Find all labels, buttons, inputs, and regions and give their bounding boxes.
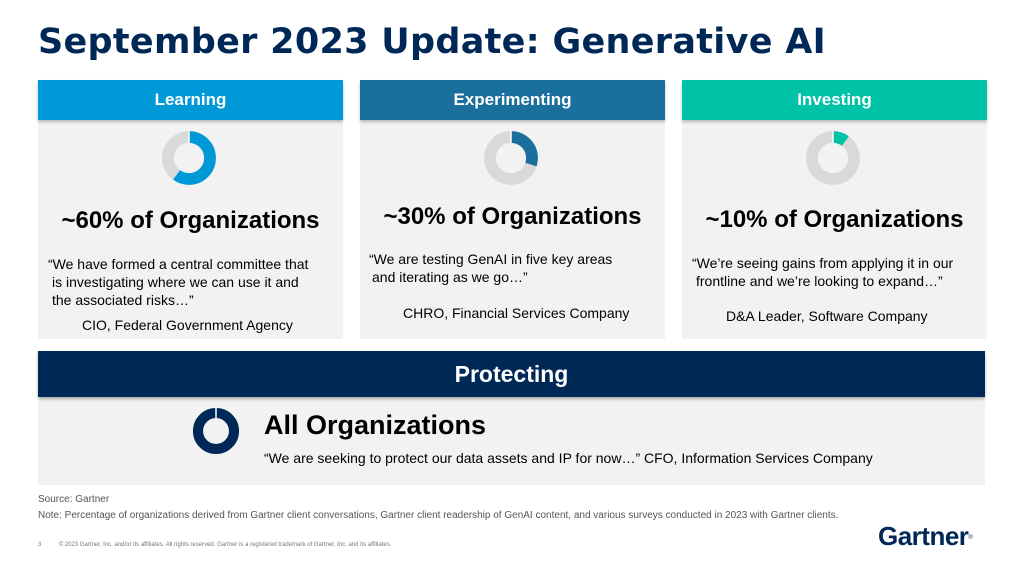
learning-donut	[162, 131, 216, 185]
quote-line: frontline and we’re looking to expand…”	[696, 273, 943, 289]
learning-headline: ~60% of Organizations	[61, 207, 320, 234]
learning-quote: “We have formed a central committee that…	[48, 255, 308, 309]
page-title: September 2023 Update: Generative AI	[38, 22, 826, 62]
page-number: 3	[38, 542, 42, 548]
protecting-header: Protecting	[38, 351, 985, 397]
quote-line: “We have formed a central committee that	[48, 256, 309, 272]
protecting-panel: Protecting All Organizations “We are see…	[38, 351, 985, 485]
investing-panel: Investing ~10% of Organizations “We’re s…	[682, 80, 987, 339]
quote-line: and iterating as we go…”	[372, 269, 528, 285]
investing-quote: “We’re seeing gains from applying it in …	[692, 254, 953, 290]
experimenting-donut	[484, 131, 538, 185]
investing-headline: ~10% of Organizations	[705, 206, 964, 233]
copyright: © 2023 Gartner, Inc. and/or its affiliat…	[58, 542, 392, 548]
experimenting-attribution: CHRO, Financial Services Company	[403, 305, 630, 321]
quote-line: “We’re seeing gains from applying it in …	[692, 255, 954, 271]
donut-track	[806, 131, 860, 185]
registered-mark: ®	[968, 535, 973, 541]
learning-attribution: CIO, Federal Government Agency	[82, 317, 293, 333]
source-notes: Source: Gartner Note: Percentage of orga…	[38, 492, 838, 524]
protecting-headline: All Organizations	[264, 410, 487, 440]
logo-text: Gartner	[878, 521, 969, 551]
source-text: Source: Gartner	[38, 494, 110, 505]
experimenting-quote: “We are testing GenAI in five key areas …	[369, 250, 612, 286]
donut-share-arc	[192, 407, 240, 455]
learning-panel: Learning ~60% of Organizations “We have …	[38, 80, 343, 339]
investing-donut	[806, 131, 860, 185]
quote-line: the associated risks…”	[52, 292, 194, 308]
experimenting-panel: Experimenting ~30% of Organizations “We …	[360, 80, 665, 339]
experimenting-headline: ~30% of Organizations	[383, 203, 642, 230]
investing-attribution: D&A Leader, Software Company	[726, 308, 928, 324]
footer: 3 © 2023 Gartner, Inc. and/or its affili…	[38, 542, 391, 548]
gartner-logo: Gartner®	[878, 521, 973, 552]
quote-line: “We are testing GenAI in five key areas	[369, 251, 613, 267]
note-text: Note: Percentage of organizations derive…	[38, 510, 839, 521]
protecting-donut	[192, 407, 240, 455]
quote-line: is investigating where we can use it and	[52, 274, 299, 290]
learning-header: Learning	[38, 80, 343, 120]
protecting-quote: “We are seeking to protect our data asse…	[264, 450, 873, 466]
investing-header: Investing	[682, 80, 987, 120]
experimenting-header: Experimenting	[360, 80, 665, 120]
